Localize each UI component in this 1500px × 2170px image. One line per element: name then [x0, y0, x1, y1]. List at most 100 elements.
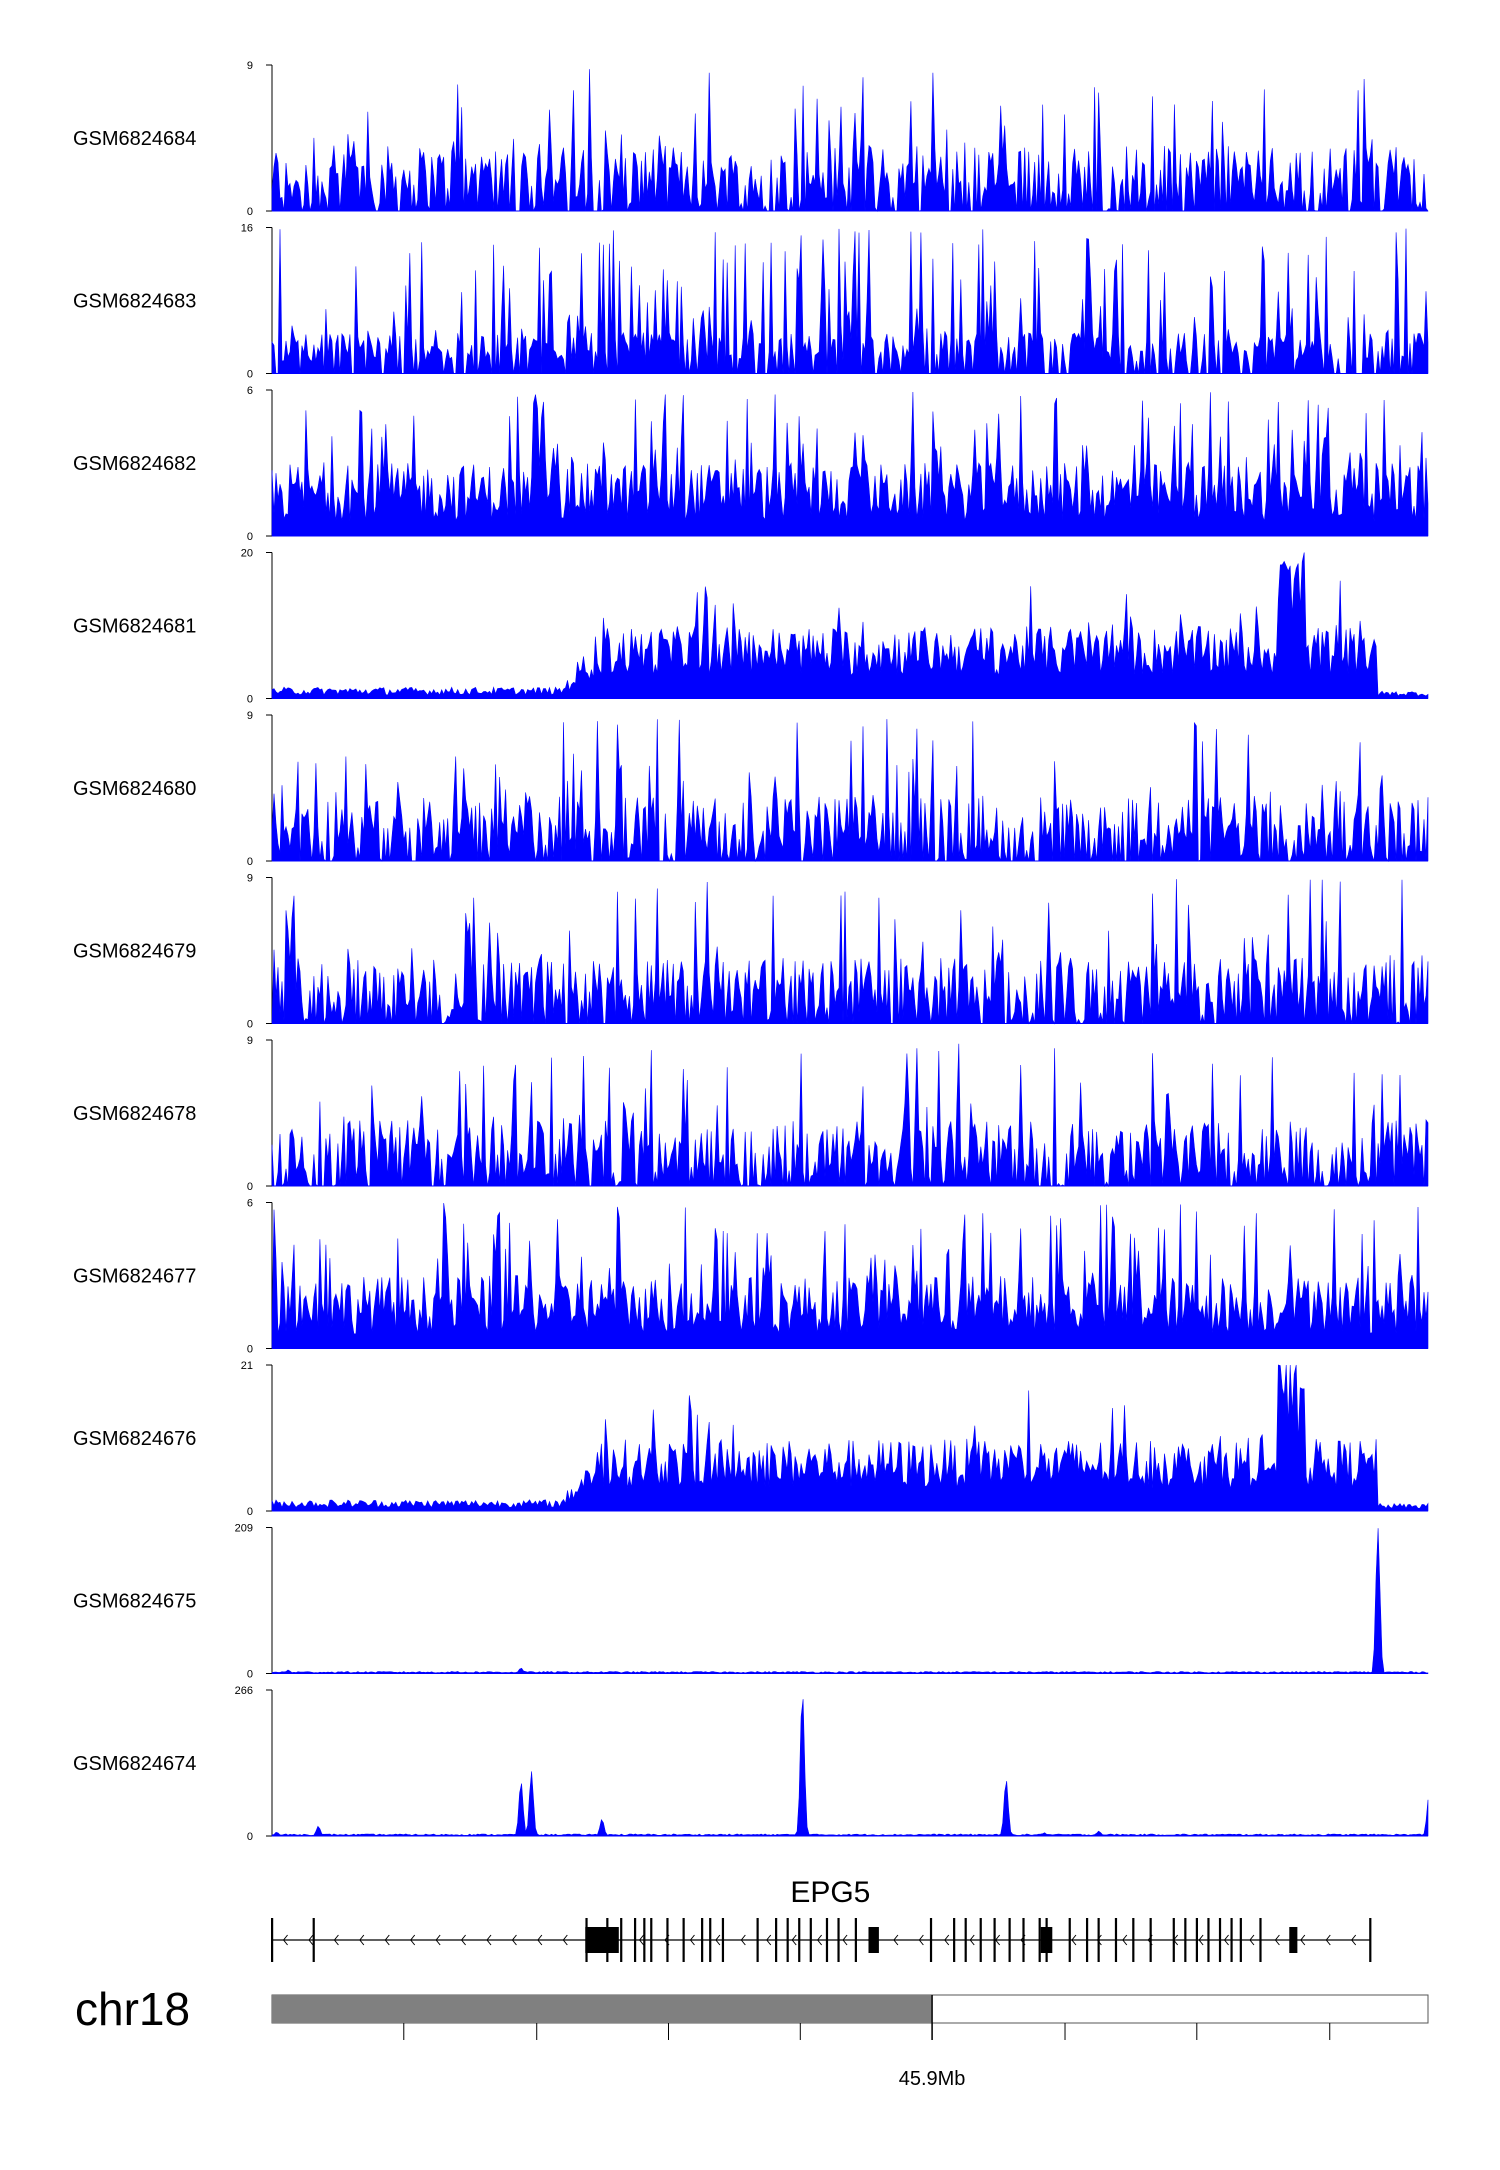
- y-max-label: 9: [247, 60, 253, 72]
- strand-arrow: [511, 1934, 517, 1946]
- strand-arrow: [816, 1934, 823, 1946]
- strand-arrow: [944, 1934, 950, 1946]
- exon: [775, 1918, 778, 1962]
- coverage-area: [271, 1043, 1429, 1188]
- coverage-area: [271, 1528, 1429, 1674]
- exon: [993, 1918, 996, 1962]
- exon: [979, 1918, 982, 1962]
- y-min-label: 0: [247, 1344, 253, 1356]
- exon: [1207, 1918, 1210, 1962]
- exon: [1259, 1918, 1262, 1962]
- exon: [964, 1918, 967, 1962]
- track-GSM6824677: GSM6824677 6 0: [73, 1198, 1429, 1356]
- y-max-label: 9: [247, 710, 253, 722]
- exon: [1068, 1918, 1071, 1962]
- coverage-area: [271, 391, 1429, 537]
- exon: [1195, 1918, 1198, 1962]
- y-min-label: 0: [247, 206, 253, 218]
- coverage-area: [271, 69, 1429, 212]
- strand-arrow: [435, 1934, 441, 1946]
- track-label: GSM6824678: [73, 1103, 196, 1125]
- coding-exon: [1040, 1927, 1053, 1953]
- strand-arrow: [1198, 1934, 1204, 1946]
- y-min-label: 0: [247, 1669, 253, 1681]
- coverage-area: [271, 1364, 1429, 1512]
- coverage-area: [271, 719, 1429, 863]
- exon: [701, 1918, 704, 1962]
- exon: [953, 1918, 956, 1962]
- track-label: GSM6824676: [73, 1428, 196, 1450]
- strand-arrow: [308, 1934, 314, 1946]
- track-label: GSM6824677: [73, 1266, 196, 1288]
- strand-arrow: [333, 1934, 339, 1946]
- tracks-layer: GSM682468490GSM6824683160GSM682468260GSM…: [73, 60, 1429, 1843]
- y-min-label: 0: [247, 856, 253, 868]
- strand-arrow: [1351, 1934, 1357, 1946]
- coverage-area: [271, 228, 1429, 374]
- exon: [786, 1918, 789, 1962]
- exon: [756, 1918, 759, 1962]
- track-GSM6824681: GSM6824681 20 0: [73, 548, 1429, 706]
- track-label: GSM6824683: [73, 291, 196, 313]
- coverage-area: [271, 1699, 1429, 1837]
- track-label: GSM6824679: [73, 941, 196, 963]
- y-max-label: 6: [247, 385, 253, 397]
- track-GSM6824675: GSM6824675 209 0: [73, 1523, 1429, 1681]
- strand-arrow: [1249, 1934, 1255, 1946]
- track-label: GSM6824674: [73, 1753, 196, 1775]
- exon: [1114, 1918, 1118, 1962]
- strand-arrow: [969, 1934, 975, 1946]
- exon: [1132, 1918, 1135, 1962]
- exon: [709, 1918, 712, 1962]
- y-min-label: 0: [247, 1019, 253, 1031]
- track-label: GSM6824680: [73, 778, 196, 800]
- exon: [1184, 1918, 1187, 1962]
- exon: [1022, 1918, 1025, 1962]
- y-min-label: 0: [247, 369, 253, 381]
- y-max-label: 6: [247, 1198, 253, 1210]
- strand-arrow: [460, 1934, 466, 1946]
- exon: [854, 1918, 857, 1962]
- coding-exon: [1289, 1927, 1298, 1953]
- exon: [666, 1918, 669, 1962]
- strand-arrow: [486, 1934, 492, 1946]
- exon: [929, 1918, 933, 1962]
- coverage-area: [271, 879, 1429, 1025]
- strand-arrow: [1300, 1934, 1306, 1946]
- track-label: GSM6824684: [73, 128, 196, 150]
- exon: [1239, 1918, 1242, 1962]
- track-label: GSM6824682: [73, 453, 196, 475]
- strand-arrow: [537, 1934, 543, 1946]
- chromosome-ideogram: chr18 45.9Mb: [75, 1983, 1429, 2090]
- exon: [1038, 1918, 1041, 1962]
- chromosome-label: chr18: [75, 1983, 190, 2035]
- strand-arrow: [842, 1934, 848, 1946]
- coverage-area: [271, 1203, 1429, 1349]
- strand-arrow: [1096, 1934, 1102, 1946]
- exon: [650, 1918, 653, 1962]
- track-GSM6824684: GSM6824684 9 0: [73, 60, 1429, 218]
- strand-arrow: [282, 1934, 288, 1946]
- strand-arrow: [791, 1934, 797, 1946]
- strand-arrow: [359, 1934, 365, 1946]
- coding-exon: [585, 1927, 619, 1953]
- y-min-label: 0: [247, 1831, 253, 1843]
- exon: [721, 1918, 725, 1962]
- exon: [1085, 1918, 1089, 1962]
- y-min-label: 0: [247, 1181, 253, 1193]
- exon: [312, 1918, 315, 1962]
- strand-arrow: [1274, 1934, 1280, 1946]
- gene-annotation-track: EPG5: [271, 1876, 1372, 1962]
- strand-arrow: [1122, 1934, 1128, 1946]
- y-max-label: 21: [241, 1360, 253, 1372]
- y-max-label: 9: [247, 873, 253, 885]
- strand-arrow: [740, 1934, 746, 1946]
- y-min-label: 0: [247, 694, 253, 706]
- exon: [682, 1918, 685, 1962]
- position-label: 45.9Mb: [899, 2068, 966, 2090]
- track-GSM6824674: GSM6824674 266 0: [73, 1685, 1429, 1843]
- track-GSM6824682: GSM6824682 6 0: [73, 385, 1429, 543]
- exon: [633, 1918, 637, 1962]
- track-GSM6824678: GSM6824678 9 0: [73, 1035, 1429, 1193]
- strand-arrow: [689, 1934, 695, 1946]
